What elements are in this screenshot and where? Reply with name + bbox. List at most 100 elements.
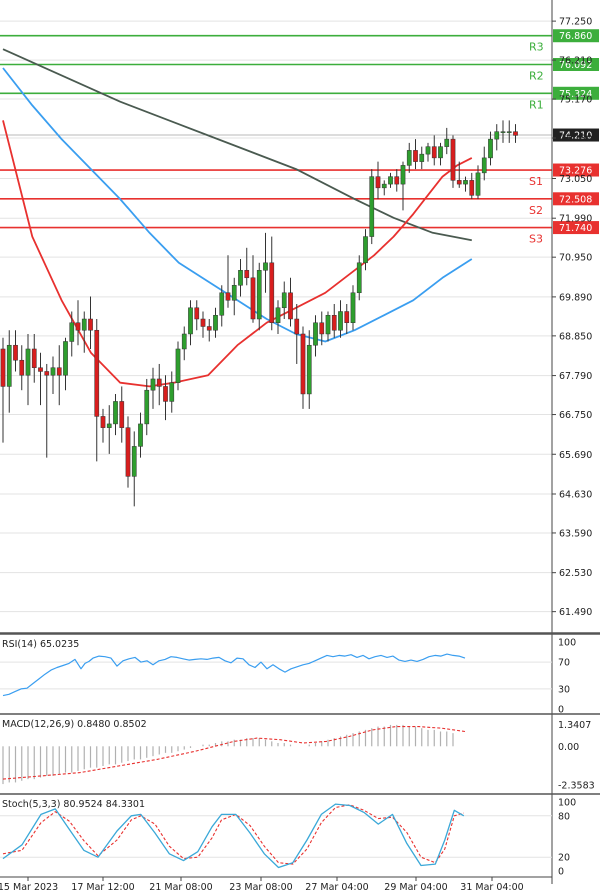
candle	[269, 236, 275, 331]
level-price-label-r1: 75.324	[559, 89, 592, 100]
candle	[175, 341, 181, 391]
candle	[431, 135, 437, 166]
candle-body	[500, 131, 506, 133]
price-tick-label: 76.210	[559, 56, 592, 67]
price-tick-label: 64.630	[559, 489, 592, 500]
candle	[231, 277, 237, 316]
candle	[119, 386, 125, 443]
stoch-signal-line	[2, 804, 464, 865]
candle-body	[81, 318, 87, 331]
candle-body	[331, 315, 337, 331]
candle	[338, 300, 343, 338]
candle-body	[419, 153, 425, 162]
candle-body	[494, 131, 500, 140]
candle	[6, 330, 12, 413]
candle	[319, 311, 325, 346]
stoch-tick-label: 100	[558, 798, 576, 809]
macd-tick-label: 0.00	[558, 742, 579, 753]
candle	[281, 281, 287, 319]
candle-body	[338, 311, 343, 331]
candle-body	[138, 423, 143, 447]
price-tick-label: 63.590	[559, 528, 592, 539]
candle	[0, 337, 6, 443]
candle	[369, 169, 375, 245]
candle-body	[463, 180, 468, 185]
candle-body	[388, 176, 393, 185]
candle	[50, 356, 56, 394]
candle	[19, 345, 25, 391]
candle-body	[269, 262, 275, 323]
candle-body	[363, 236, 368, 264]
candle	[75, 300, 81, 346]
price-tick-label: 73.050	[559, 174, 592, 185]
candle	[413, 139, 418, 170]
candle	[238, 259, 243, 297]
candle	[13, 330, 18, 372]
stoch-tick-label: 80	[558, 811, 570, 822]
candle	[63, 337, 68, 391]
candle	[206, 319, 212, 342]
candle	[144, 378, 150, 436]
candle	[406, 142, 412, 173]
candle	[356, 255, 362, 301]
candle-body	[288, 292, 293, 320]
level-name-r2: R2	[529, 70, 544, 83]
candle	[163, 375, 168, 421]
candle-body	[194, 307, 200, 320]
candle-body	[69, 322, 75, 342]
candle-body	[381, 183, 387, 189]
candle-body	[219, 292, 225, 316]
candle	[388, 172, 393, 188]
candle-body	[431, 146, 437, 159]
candle	[94, 319, 100, 462]
time-tick-label: 17 Mar 12:00	[71, 882, 134, 893]
candle-body	[206, 326, 212, 331]
candle-body	[250, 277, 256, 320]
candle-body	[481, 157, 487, 174]
ma-mid-line	[2, 67, 473, 343]
candle	[438, 142, 443, 166]
level-price-label-s2: 72.508	[559, 194, 592, 205]
candle-body	[94, 329, 100, 417]
level-tag-s1	[553, 163, 599, 177]
time-tick-label: 21 Mar 08:00	[149, 882, 212, 893]
candle-body	[450, 138, 456, 181]
candle	[375, 161, 381, 200]
candle-body	[275, 307, 281, 323]
candle	[450, 135, 456, 188]
price-tick-label: 74.130	[559, 134, 592, 145]
rsi-line	[2, 653, 466, 697]
macd-label: MACD(12,26,9) 0.8480 0.8502	[2, 719, 147, 730]
rsi-label: RSI(14) 65.0235	[2, 639, 79, 650]
rsi-tick-label: 30	[558, 684, 570, 695]
time-tick-label: 31 Mar 04:00	[460, 882, 523, 893]
time-tick-label: 29 Mar 04:00	[384, 882, 447, 893]
price-tick-label: 71.990	[559, 214, 592, 225]
price-tick-label: 67.790	[559, 371, 592, 382]
candle-body	[350, 292, 356, 323]
candle-body	[156, 378, 162, 387]
candle-body	[231, 285, 237, 301]
price-tick-label: 69.890	[559, 292, 592, 303]
candle	[275, 300, 281, 334]
candle-body	[369, 176, 375, 237]
candle	[256, 262, 262, 331]
time-tick-label: 27 Mar 04:00	[305, 882, 368, 893]
candle-body	[313, 322, 318, 346]
candle	[425, 142, 431, 162]
candle	[213, 307, 218, 338]
candle	[381, 180, 387, 196]
level-name-s3: S3	[529, 233, 543, 246]
level-price-label-s1: 73.276	[559, 166, 592, 177]
candle	[244, 247, 250, 286]
candle	[500, 120, 506, 143]
candle-body	[325, 315, 331, 335]
candle-body	[169, 382, 175, 402]
level-price-label-r3: 76.860	[559, 31, 592, 42]
candle	[481, 146, 487, 181]
candle-body	[13, 344, 18, 361]
candle-body	[300, 333, 306, 395]
candle-body	[100, 416, 106, 428]
level-price-label-r2: 76.092	[559, 60, 592, 71]
